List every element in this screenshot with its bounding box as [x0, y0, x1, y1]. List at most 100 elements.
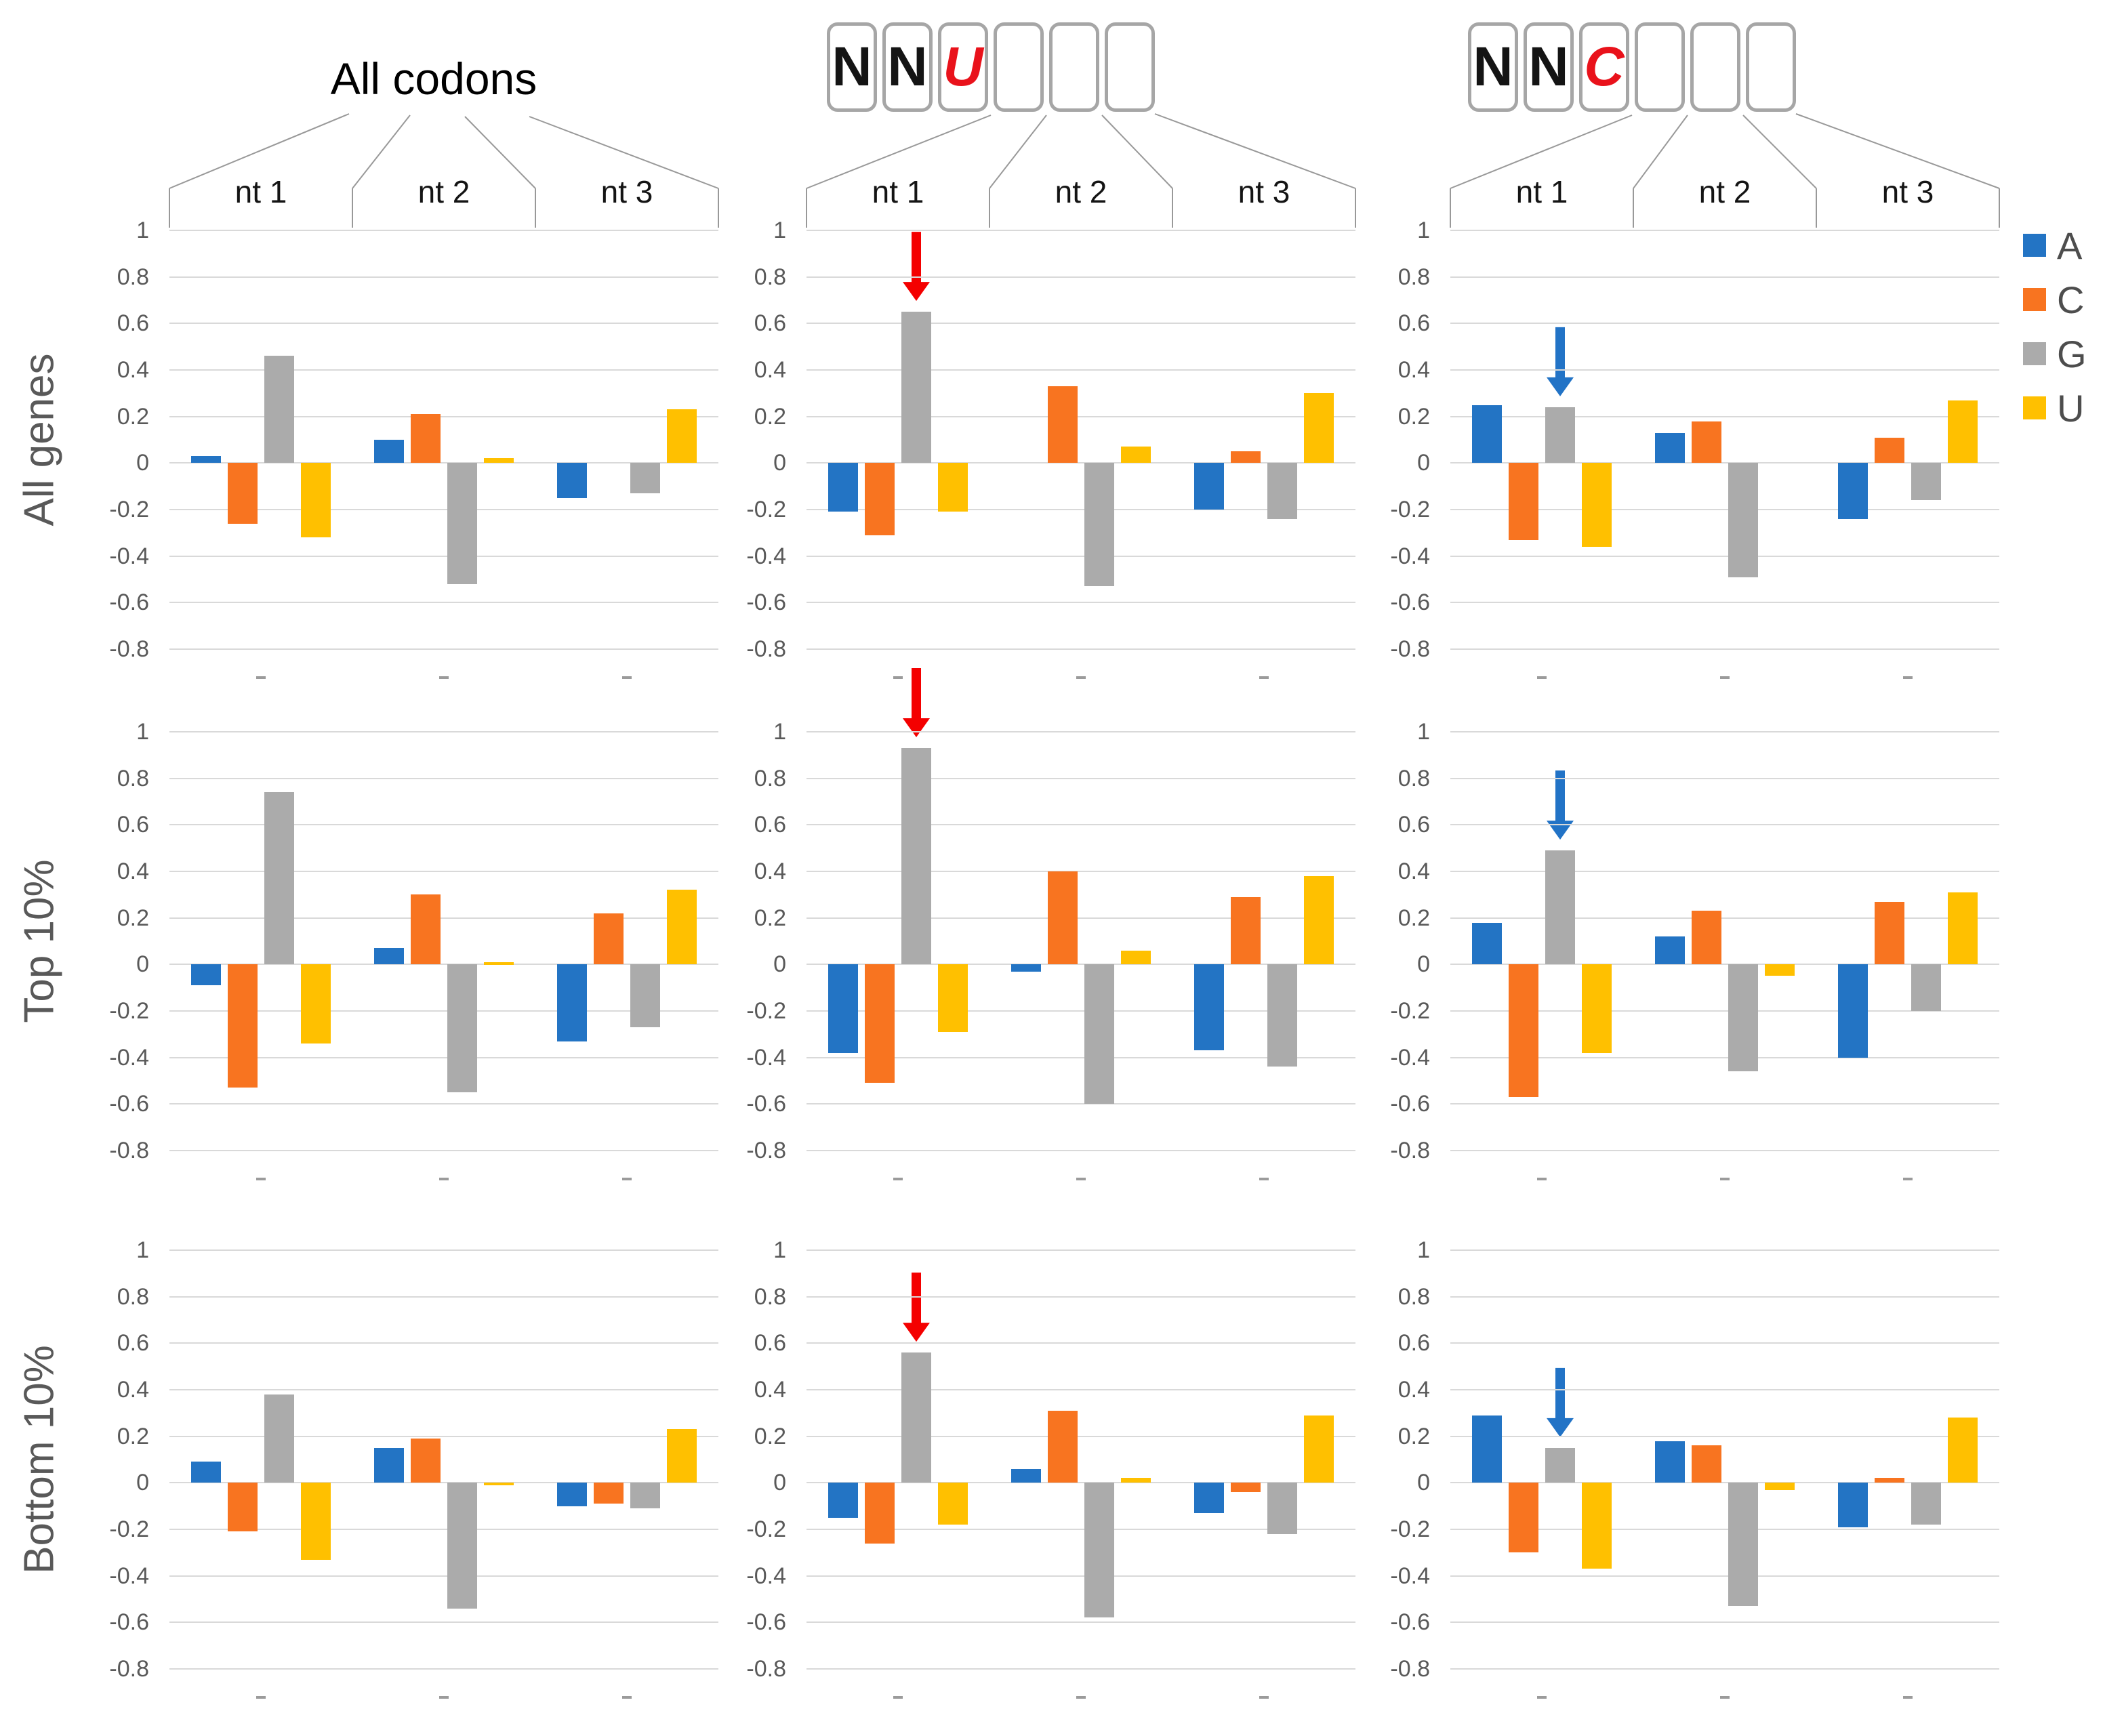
- gridline: [807, 731, 1355, 732]
- gridline: [169, 1103, 718, 1105]
- y-tick-label: 0.2: [754, 403, 786, 430]
- y-tick-label: -0.6: [1390, 590, 1430, 616]
- x-tick-mark: [439, 1696, 449, 1699]
- y-tick-label: -0.8: [109, 636, 149, 662]
- x-tick-mark: [1259, 676, 1269, 679]
- bar-G-nt1: [901, 748, 931, 965]
- bar-A-nt2: [1655, 432, 1685, 463]
- group-label: nt 2: [1698, 174, 1751, 209]
- gridline: [807, 230, 1355, 231]
- bar-G-nt2: [1728, 463, 1758, 577]
- y-tick-label: -0.4: [746, 1044, 786, 1071]
- gridline: [807, 1575, 1355, 1577]
- gridline: [1450, 1529, 1999, 1530]
- gridline: [169, 964, 718, 966]
- y-tick-label: -0.8: [109, 1656, 149, 1682]
- bar-C-nt1: [228, 463, 258, 524]
- bar-G-nt3: [1911, 1483, 1941, 1525]
- x-tick-mark: [439, 1178, 449, 1180]
- bar-U-nt3: [1304, 875, 1334, 965]
- gridline: [169, 602, 718, 604]
- blue-arrow: [1547, 1367, 1574, 1437]
- gridline: [807, 276, 1355, 278]
- y-tick-label: 0.6: [117, 812, 149, 838]
- gridline: [169, 1529, 718, 1530]
- bar-U-nt3: [667, 1429, 697, 1483]
- row-label-top-10: Top 10%: [16, 859, 63, 1023]
- gridline: [807, 777, 1355, 779]
- gridline: [1450, 1296, 1999, 1298]
- bar-A-nt1: [828, 463, 858, 512]
- gridline: [807, 917, 1355, 919]
- y-tick-label: 0: [1417, 951, 1430, 978]
- codon-box: [994, 22, 1044, 112]
- legend-item-g: G: [2023, 333, 2087, 375]
- codon-box: N: [827, 22, 877, 112]
- gridline: [169, 1621, 718, 1624]
- y-tick-label: 0.8: [754, 1283, 786, 1310]
- gridline: [169, 276, 718, 278]
- bar-C-nt1: [228, 1483, 258, 1532]
- gridline: [1450, 509, 1999, 510]
- bar-U-nt2: [1765, 1483, 1795, 1490]
- y-tick-label: -0.6: [746, 1609, 786, 1636]
- x-tick-mark: [1076, 1696, 1086, 1699]
- y-tick-label: -0.2: [746, 497, 786, 522]
- bar-A-nt3: [1838, 463, 1868, 519]
- y-tick-label: 0.2: [117, 403, 149, 430]
- group-label: nt 1: [234, 174, 287, 209]
- legend-item-u: U: [2023, 387, 2087, 430]
- y-tick-label: 0.2: [754, 1423, 786, 1449]
- codon-box: N: [882, 22, 933, 112]
- x-tick-mark: [893, 1178, 903, 1180]
- y-tick-label: -0.2: [109, 998, 149, 1024]
- y-tick-label: 0.8: [1397, 264, 1430, 290]
- bar-A-nt2: [1011, 964, 1041, 972]
- bar-A-nt3: [1838, 1483, 1868, 1527]
- x-tick-mark: [1259, 1696, 1269, 1699]
- gridline: [807, 964, 1355, 966]
- y-tick-label: 0: [1417, 450, 1430, 476]
- gridline: [1450, 1056, 1999, 1058]
- y-tick-label: 0.6: [1397, 1330, 1430, 1357]
- row-label-all-genes: All genes: [16, 353, 63, 526]
- gridline: [807, 824, 1355, 826]
- bar-A-nt1: [1472, 405, 1502, 463]
- bar-U-nt1: [938, 463, 968, 512]
- gridline: [1450, 1342, 1999, 1344]
- group-label: nt 2: [1055, 174, 1107, 209]
- group-label: nt 2: [417, 174, 470, 209]
- y-tick-label: -0.8: [1390, 636, 1430, 662]
- gridline: [807, 1529, 1355, 1530]
- gridline: [807, 462, 1355, 464]
- red-arrow: [903, 1273, 930, 1342]
- gridline: [1450, 323, 1999, 325]
- bar-C-nt2: [411, 414, 441, 463]
- legend-label-c: C: [2057, 278, 2085, 321]
- y-tick-label: 0.8: [1397, 765, 1430, 791]
- y-tick-label: -0.2: [1390, 998, 1430, 1024]
- codon-box: N: [1524, 22, 1574, 112]
- legend: A C G U: [2023, 224, 2087, 442]
- x-tick-mark: [1537, 1178, 1547, 1180]
- bar-C-nt2: [1692, 421, 1721, 463]
- y-tick-label: -0.4: [1390, 1563, 1430, 1589]
- bar-A-nt2: [1655, 1441, 1685, 1483]
- bar-C-nt3: [1875, 437, 1904, 463]
- gridline: [807, 555, 1355, 557]
- y-tick-label: 0.2: [1397, 403, 1430, 430]
- gridline: [1450, 462, 1999, 464]
- bar-G-nt1: [264, 1394, 294, 1483]
- bar-A-nt3: [557, 1483, 587, 1506]
- x-tick-mark: [256, 676, 266, 679]
- gridline: [169, 824, 718, 826]
- bar-C-nt1: [1509, 463, 1538, 540]
- y-tick-label: 0.6: [754, 1330, 786, 1357]
- gridline: [807, 415, 1355, 417]
- bar-U-nt1: [301, 463, 331, 538]
- bar-A-nt3: [1194, 1483, 1224, 1513]
- bar-A-nt1: [1472, 922, 1502, 965]
- bar-A-nt3: [557, 964, 587, 1041]
- bar-A-nt1: [828, 964, 858, 1053]
- gridline: [807, 1150, 1355, 1151]
